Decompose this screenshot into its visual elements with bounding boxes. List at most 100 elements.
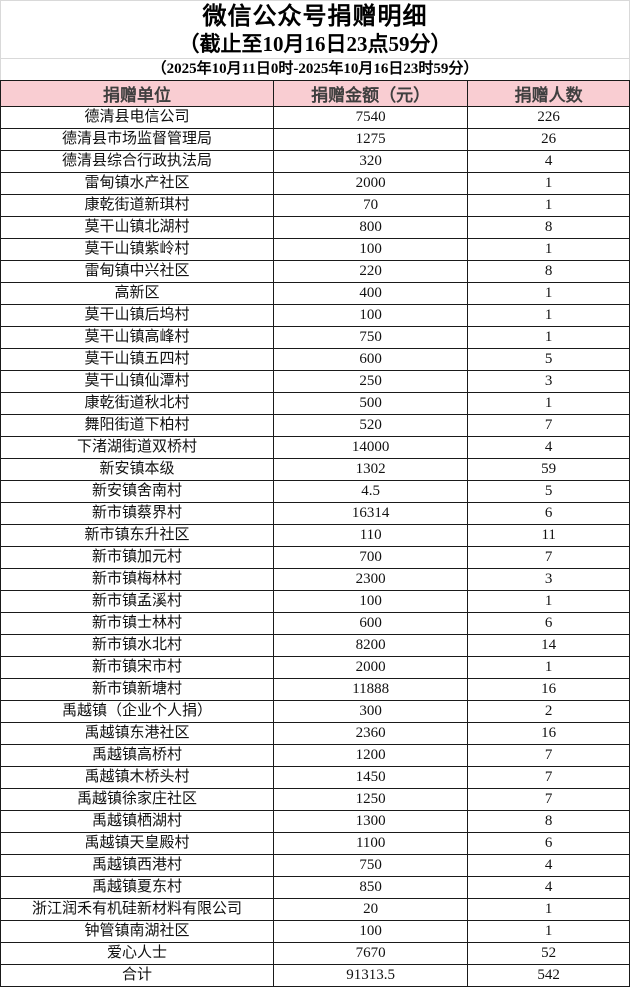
count-cell: 1 xyxy=(467,326,630,349)
table-row: 禹越镇天皇殿村 1100 6 xyxy=(0,832,630,855)
unit-cell: 莫干山镇紫岭村 xyxy=(0,238,274,261)
table-row: 莫干山镇五四村 600 5 xyxy=(0,348,630,371)
table-body: 德清县电信公司 7540 226 德清县市场监督管理局 1275 26 德清县综合行政执法局… xyxy=(0,106,630,965)
table-row: 禹越镇夏东村 850 4 xyxy=(0,876,630,899)
amount-cell: 14000 xyxy=(272,436,469,459)
header-count: 捐赠人数 xyxy=(467,80,630,107)
unit-cell: 禹越镇（企业个人捐） xyxy=(0,700,274,723)
table-row: 新安镇舍南村 4.5 5 xyxy=(0,480,630,503)
unit-cell: 雷甸镇中兴社区 xyxy=(0,260,274,283)
count-cell: 16 xyxy=(467,678,630,701)
unit-cell: 爱心人士 xyxy=(0,942,274,965)
count-cell: 14 xyxy=(467,634,630,657)
amount-cell: 800 xyxy=(272,216,469,239)
count-cell: 4 xyxy=(467,854,630,877)
unit-cell: 莫干山镇五四村 xyxy=(0,348,274,371)
amount-cell: 1300 xyxy=(272,810,469,833)
unit-cell: 禹越镇东港社区 xyxy=(0,722,274,745)
table-row: 莫干山镇紫岭村 100 1 xyxy=(0,238,630,261)
unit-cell: 德清县市场监督管理局 xyxy=(0,128,274,151)
unit-cell: 新市镇梅林村 xyxy=(0,568,274,591)
count-cell: 5 xyxy=(467,348,630,371)
table-row: 莫干山镇高峰村 750 1 xyxy=(0,326,630,349)
table-row: 禹越镇高桥村 1200 7 xyxy=(0,744,630,767)
unit-cell: 莫干山镇北湖村 xyxy=(0,216,274,239)
count-cell: 3 xyxy=(467,568,630,591)
table-row: 禹越镇徐家庄社区 1250 7 xyxy=(0,788,630,811)
table-row: 雷甸镇水产社区 2000 1 xyxy=(0,172,630,195)
unit-cell: 莫干山镇高峰村 xyxy=(0,326,274,349)
unit-cell: 新市镇水北村 xyxy=(0,634,274,657)
unit-cell: 莫干山镇仙潭村 xyxy=(0,370,274,393)
count-cell: 8 xyxy=(467,216,630,239)
amount-cell: 7540 xyxy=(272,106,469,129)
unit-cell: 德清县综合行政执法局 xyxy=(0,150,274,173)
unit-cell: 新市镇士林村 xyxy=(0,612,274,635)
unit-cell: 禹越镇夏东村 xyxy=(0,876,274,899)
count-cell: 3 xyxy=(467,370,630,393)
count-cell: 1 xyxy=(467,590,630,613)
table-row: 禹越镇东港社区 2360 16 xyxy=(0,722,630,745)
header-unit: 捐赠单位 xyxy=(0,80,274,107)
table-row: 禹越镇（企业个人捐） 300 2 xyxy=(0,700,630,723)
count-cell: 26 xyxy=(467,128,630,151)
unit-cell: 新市镇蔡界村 xyxy=(0,502,274,525)
amount-cell: 520 xyxy=(272,414,469,437)
unit-cell: 新安镇舍南村 xyxy=(0,480,274,503)
amount-cell: 2000 xyxy=(272,656,469,679)
count-cell: 226 xyxy=(467,106,630,129)
unit-cell: 新市镇加元村 xyxy=(0,546,274,569)
table-row: 新市镇加元村 700 7 xyxy=(0,546,630,569)
amount-cell: 500 xyxy=(272,392,469,415)
count-cell: 11 xyxy=(467,524,630,547)
title-block: 微信公众号捐赠明细 （截止至10月16日23点59分） xyxy=(0,0,630,59)
table-row: 新市镇宋市村 2000 1 xyxy=(0,656,630,679)
unit-cell: 禹越镇木桥头村 xyxy=(0,766,274,789)
table-row: 莫干山镇后坞村 100 1 xyxy=(0,304,630,327)
unit-cell: 钟管镇南湖社区 xyxy=(0,920,274,943)
amount-cell: 600 xyxy=(272,348,469,371)
table-row: 德清县市场监督管理局 1275 26 xyxy=(0,128,630,151)
amount-cell: 70 xyxy=(272,194,469,217)
amount-cell: 1100 xyxy=(272,832,469,855)
amount-cell: 850 xyxy=(272,876,469,899)
count-cell: 2 xyxy=(467,700,630,723)
count-cell: 1 xyxy=(467,656,630,679)
table-row: 钟管镇南湖社区 100 1 xyxy=(0,920,630,943)
count-cell: 8 xyxy=(467,260,630,283)
count-cell: 6 xyxy=(467,832,630,855)
table-row: 舞阳街道下柏村 520 7 xyxy=(0,414,630,437)
amount-cell: 1302 xyxy=(272,458,469,481)
unit-cell: 新安镇本级 xyxy=(0,458,274,481)
amount-cell: 1450 xyxy=(272,766,469,789)
count-cell: 52 xyxy=(467,942,630,965)
count-cell: 1 xyxy=(467,194,630,217)
table-row: 新市镇梅林村 2300 3 xyxy=(0,568,630,591)
amount-cell: 250 xyxy=(272,370,469,393)
amount-cell: 100 xyxy=(272,920,469,943)
amount-cell: 300 xyxy=(272,700,469,723)
amount-cell: 400 xyxy=(272,282,469,305)
table-row: 新市镇蔡界村 16314 6 xyxy=(0,502,630,525)
count-cell: 7 xyxy=(467,766,630,789)
count-cell: 4 xyxy=(467,436,630,459)
table-row: 德清县综合行政执法局 320 4 xyxy=(0,150,630,173)
amount-cell: 700 xyxy=(272,546,469,569)
table-row: 禹越镇西港村 750 4 xyxy=(0,854,630,877)
amount-cell: 16314 xyxy=(272,502,469,525)
total-amount: 91313.5 xyxy=(272,964,469,987)
count-cell: 1 xyxy=(467,304,630,327)
count-cell: 59 xyxy=(467,458,630,481)
amount-cell: 8200 xyxy=(272,634,469,657)
unit-cell: 禹越镇栖湖村 xyxy=(0,810,274,833)
unit-cell: 新市镇东升社区 xyxy=(0,524,274,547)
date-range-subtitle: （2025年10月11日0时-2025年10月16日23时59分） xyxy=(0,59,630,80)
amount-cell: 750 xyxy=(272,854,469,877)
table-row: 康乾街道秋北村 500 1 xyxy=(0,392,630,415)
unit-cell: 康乾街道秋北村 xyxy=(0,392,274,415)
total-row: 合计 91313.5 542 xyxy=(0,964,630,987)
count-cell: 8 xyxy=(467,810,630,833)
amount-cell: 1275 xyxy=(272,128,469,151)
header-amount: 捐赠金额（元） xyxy=(272,80,469,107)
count-cell: 16 xyxy=(467,722,630,745)
